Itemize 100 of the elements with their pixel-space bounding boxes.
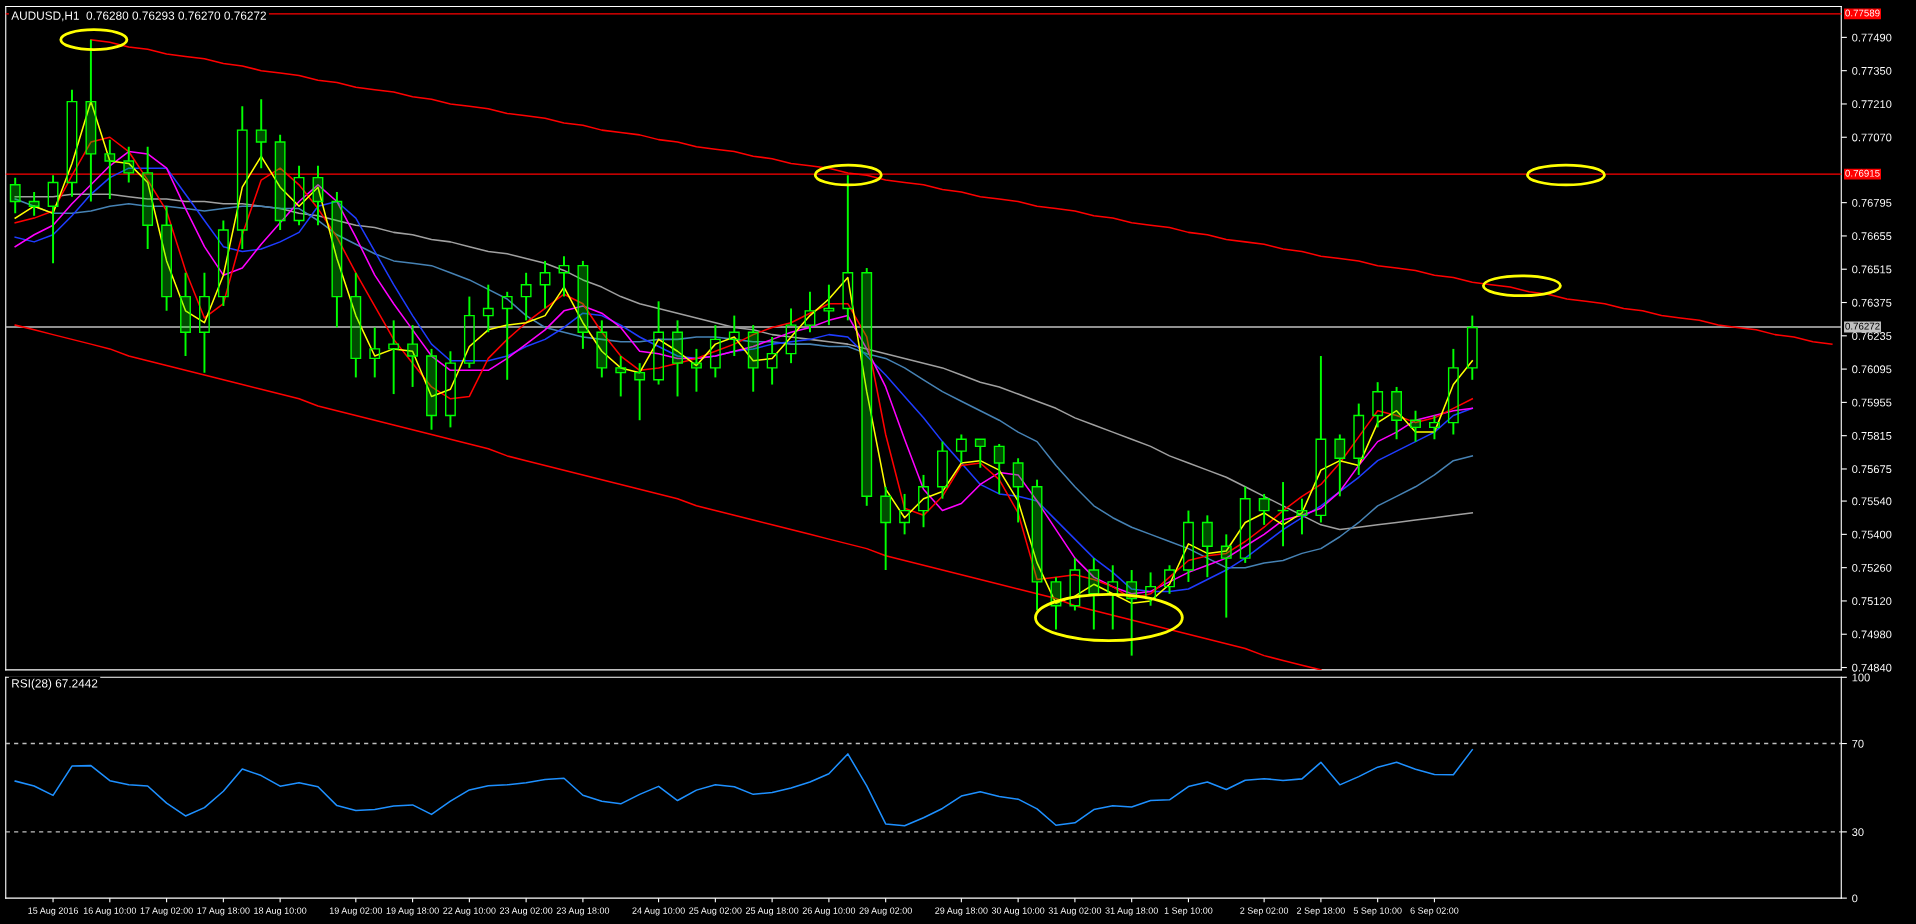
candlestick — [691, 347, 702, 393]
y-tick-label: 0.76235 — [1852, 332, 1892, 340]
candlestick — [217, 219, 229, 308]
candlestick — [236, 105, 248, 250]
candlestick — [615, 355, 627, 398]
candlestick — [937, 440, 948, 500]
candlestick — [1429, 414, 1440, 441]
candlestick — [955, 433, 967, 464]
x-tick-label: 5 Sep 10:00 — [1353, 907, 1402, 916]
candlestick — [577, 259, 589, 350]
y-tick-label: 0.76375 — [1852, 298, 1892, 307]
candlestick — [1277, 481, 1289, 548]
candlestick — [1201, 514, 1213, 579]
candlestick — [85, 38, 97, 203]
candlestick — [804, 290, 816, 334]
y-tick-label: 0.77490 — [1852, 33, 1892, 42]
candlestick — [747, 324, 759, 393]
candlestick — [1372, 381, 1384, 429]
candlestick — [293, 164, 305, 227]
candlestick — [331, 190, 343, 329]
x-tick-label: 18 Aug 10:00 — [254, 907, 307, 916]
candlestick — [785, 307, 797, 365]
y-tick-label: 0.77070 — [1852, 133, 1892, 142]
candlestick — [766, 336, 778, 386]
candlestick — [823, 283, 835, 327]
candlestick — [463, 295, 475, 369]
candlestick — [350, 271, 362, 379]
candlestick — [653, 300, 665, 386]
candlestick — [142, 145, 154, 250]
candlestick — [255, 98, 267, 170]
y-tick-label: 30 — [1852, 828, 1864, 837]
line-series — [14, 748, 1474, 827]
x-tick-label: 25 Aug 02:00 — [689, 907, 742, 916]
chart-title: RSI(28) 67.2442 — [12, 678, 98, 690]
candlestick — [1107, 564, 1119, 631]
y-tick-label: 0.75400 — [1852, 530, 1892, 539]
x-tick-label: 19 Aug 18:00 — [386, 907, 439, 916]
candlestick — [199, 271, 210, 374]
candlestick — [539, 259, 551, 310]
candlestick — [728, 314, 740, 357]
x-tick-label: 31 Aug 18:00 — [1105, 907, 1158, 916]
y-tick-label: 0.76515 — [1852, 265, 1892, 274]
x-tick-label: 16 Aug 10:00 — [83, 907, 137, 916]
y-tick-label: 0.76095 — [1852, 365, 1892, 374]
candlestick — [180, 271, 191, 357]
candlestick — [28, 190, 40, 217]
chart-title: AUDUSD,H1 0.76280 0.76293 0.76270 0.76272 — [11, 11, 266, 22]
line-series — [14, 324, 1322, 670]
x-tick-label: 2 Sep 18:00 — [1297, 907, 1345, 916]
y-tick-label: 70 — [1852, 739, 1864, 748]
y-tick-label: 0.75260 — [1852, 563, 1892, 572]
x-tick-label: 1 Sep 10:00 — [1164, 907, 1213, 916]
y-tick-label: 100 — [1852, 673, 1870, 682]
x-tick-label: 26 Aug 10:00 — [802, 907, 856, 916]
y-tick-label: 0.75540 — [1852, 497, 1892, 506]
x-tick-label: 19 Aug 02:00 — [329, 907, 383, 916]
candlestick — [123, 145, 135, 184]
candlestick — [104, 138, 116, 201]
candlestick — [274, 133, 286, 231]
candlestick — [1031, 478, 1043, 612]
y-tick-label: 0.74980 — [1852, 630, 1892, 639]
candlestick — [1334, 433, 1346, 498]
y-tick-label: 0.75955 — [1852, 398, 1892, 407]
candlestick — [407, 324, 419, 388]
x-tick-label: 15 Aug 2016 — [28, 907, 79, 916]
y-tick-label: 0.77210 — [1852, 100, 1892, 109]
x-tick-label: 29 Aug 18:00 — [935, 907, 988, 916]
y-tick-label: 0.74840 — [1852, 663, 1892, 672]
x-tick-label: 23 Aug 18:00 — [556, 907, 610, 916]
candlestick — [880, 485, 892, 571]
candlestick — [1391, 385, 1403, 441]
candlestick — [558, 255, 570, 298]
x-tick-label: 6 Sep 02:00 — [1410, 907, 1459, 916]
candlestick — [1466, 314, 1478, 381]
ref-line-label: 0.77589 — [1845, 9, 1880, 17]
candlestick — [312, 164, 324, 227]
candlestick — [861, 267, 873, 507]
y-tick-label: 0.75120 — [1852, 597, 1892, 606]
candlestick — [369, 326, 381, 379]
y-tick-label: 0.76795 — [1852, 198, 1892, 207]
x-tick-label: 22 Aug 10:00 — [443, 907, 496, 916]
candlestick — [1315, 355, 1327, 524]
candlestick — [388, 319, 400, 396]
candlestick — [501, 290, 513, 381]
candlestick — [842, 174, 854, 322]
y-tick-label: 0.75675 — [1852, 465, 1892, 474]
x-tick-label: 2 Sep 02:00 — [1240, 907, 1289, 916]
candlestick — [1353, 402, 1365, 476]
y-tick-label: 0 — [1852, 894, 1858, 903]
candlestick — [634, 362, 646, 422]
candlestick — [47, 174, 59, 265]
candlestick — [1447, 347, 1459, 436]
candlestick — [1183, 509, 1194, 583]
candlestick — [520, 271, 532, 322]
candlestick — [709, 324, 721, 379]
candlestick — [1088, 557, 1100, 631]
y-tick-label: 0.77350 — [1852, 66, 1892, 75]
candlestick — [161, 205, 173, 312]
x-tick-label: 25 Aug 18:00 — [745, 907, 799, 916]
x-tick-label: 31 Aug 02:00 — [1048, 907, 1102, 916]
